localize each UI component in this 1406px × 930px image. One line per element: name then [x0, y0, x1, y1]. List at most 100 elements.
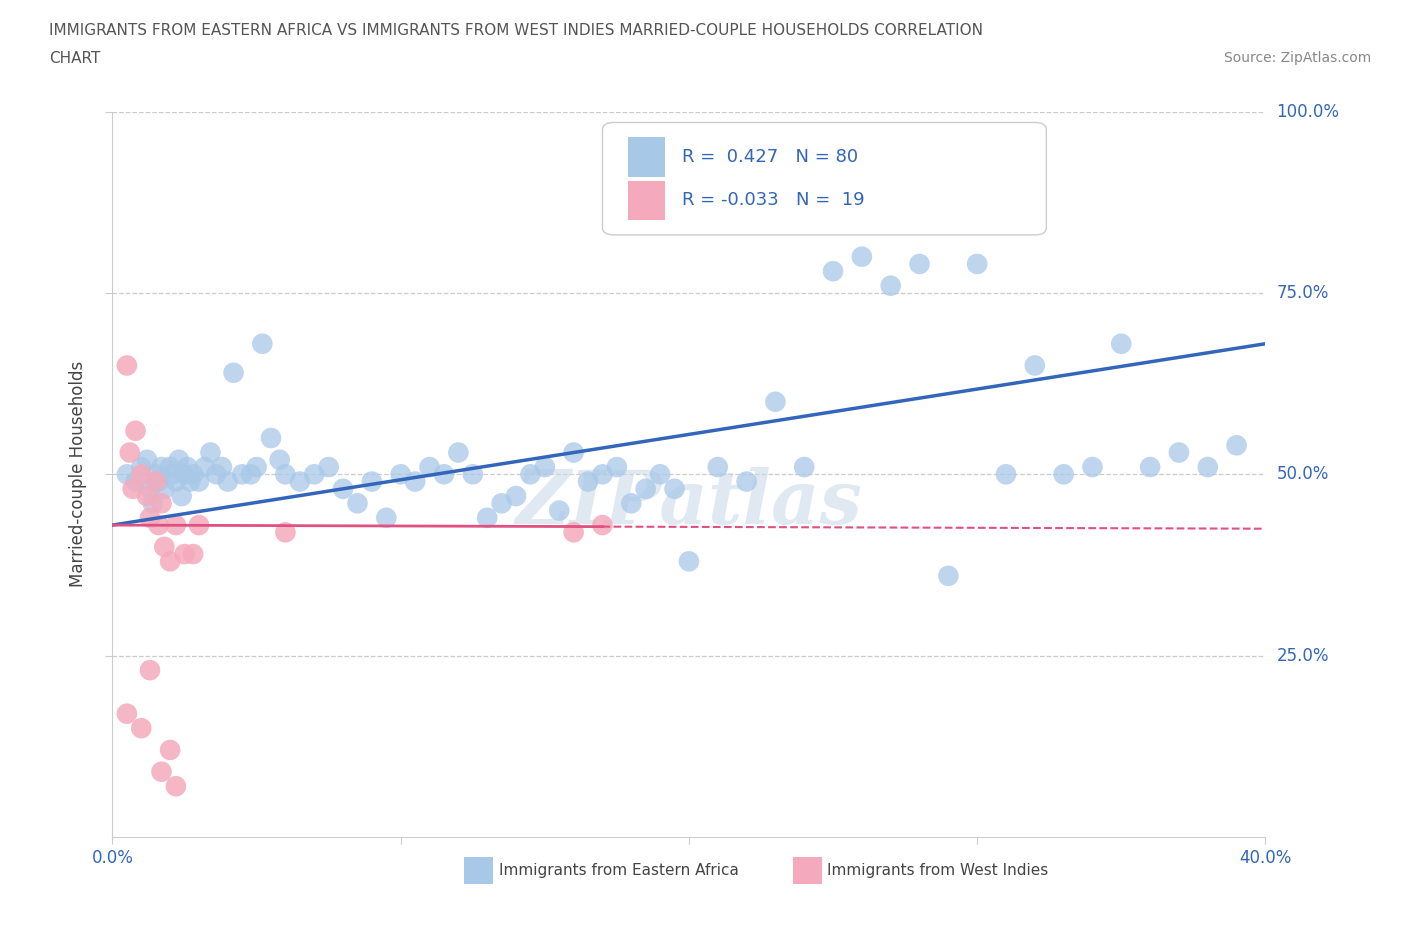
Point	[115, 358, 138, 373]
Point	[136, 452, 159, 467]
Point	[274, 467, 297, 482]
Text: ZIPatlas: ZIPatlas	[516, 467, 862, 539]
Point	[129, 467, 153, 482]
Point	[260, 431, 283, 445]
Point	[404, 474, 426, 489]
Point	[159, 554, 181, 569]
FancyBboxPatch shape	[464, 857, 494, 884]
Point	[159, 742, 181, 757]
Point	[592, 518, 614, 533]
Point	[153, 482, 176, 497]
Point	[200, 445, 222, 460]
Point	[173, 467, 195, 482]
Point	[707, 459, 730, 474]
Point	[181, 547, 204, 562]
Point	[188, 518, 211, 533]
Point	[124, 423, 146, 438]
Point	[165, 474, 187, 489]
Point	[966, 257, 988, 272]
Point	[1167, 445, 1189, 460]
Point	[634, 482, 657, 497]
Point	[620, 496, 643, 511]
Point	[269, 452, 291, 467]
Point	[176, 459, 198, 474]
Point	[188, 474, 211, 489]
Point	[222, 365, 245, 380]
Point	[389, 467, 412, 482]
Point	[115, 706, 138, 721]
Point	[664, 482, 686, 497]
FancyBboxPatch shape	[628, 180, 665, 220]
Point	[115, 467, 138, 482]
Point	[148, 518, 170, 533]
Point	[252, 337, 274, 352]
Point	[145, 474, 167, 489]
Text: IMMIGRANTS FROM EASTERN AFRICA VS IMMIGRANTS FROM WEST INDIES MARRIED-COUPLE HOU: IMMIGRANTS FROM EASTERN AFRICA VS IMMIGR…	[49, 23, 983, 38]
Text: 75.0%: 75.0%	[1277, 284, 1329, 302]
Point	[136, 488, 159, 503]
Point	[150, 459, 173, 474]
Point	[139, 482, 162, 497]
Text: Source: ZipAtlas.com: Source: ZipAtlas.com	[1223, 51, 1371, 65]
Point	[491, 496, 513, 511]
Point	[592, 467, 614, 482]
Point	[1111, 337, 1133, 352]
Point	[139, 663, 162, 678]
Point	[562, 445, 585, 460]
Point	[145, 467, 167, 482]
Point	[995, 467, 1018, 482]
Point	[332, 482, 354, 497]
Point	[735, 474, 758, 489]
Point	[150, 764, 173, 779]
Point	[678, 554, 700, 569]
Text: CHART: CHART	[49, 51, 101, 66]
Text: 25.0%: 25.0%	[1277, 646, 1329, 665]
FancyBboxPatch shape	[628, 137, 665, 177]
Point	[304, 467, 326, 482]
Point	[419, 459, 441, 474]
Point	[562, 525, 585, 539]
Point	[165, 778, 187, 793]
Point	[447, 445, 470, 460]
Text: 50.0%: 50.0%	[1277, 465, 1329, 484]
Point	[288, 474, 311, 489]
Point	[167, 452, 190, 467]
Point	[170, 488, 193, 503]
Point	[159, 459, 181, 474]
Point	[231, 467, 253, 482]
Point	[851, 249, 873, 264]
Point	[346, 496, 368, 511]
Point	[318, 459, 340, 474]
Point	[936, 568, 959, 583]
Point	[821, 264, 844, 279]
Point	[153, 539, 176, 554]
Point	[548, 503, 571, 518]
Point	[173, 547, 195, 562]
Point	[274, 525, 297, 539]
Point	[360, 474, 382, 489]
Point	[375, 511, 398, 525]
Point	[1024, 358, 1046, 373]
Point	[793, 459, 815, 474]
Text: Immigrants from Eastern Africa: Immigrants from Eastern Africa	[499, 863, 738, 878]
Point	[765, 394, 787, 409]
Point	[165, 518, 187, 533]
Point	[129, 721, 153, 736]
Point	[519, 467, 541, 482]
Text: R = -0.033   N =  19: R = -0.033 N = 19	[682, 191, 865, 209]
Point	[194, 459, 217, 474]
Point	[217, 474, 239, 489]
Point	[433, 467, 456, 482]
Point	[205, 467, 228, 482]
Point	[1081, 459, 1104, 474]
Point	[181, 467, 204, 482]
Point	[475, 511, 499, 525]
Point	[179, 474, 201, 489]
Point	[150, 496, 173, 511]
Point	[1197, 459, 1219, 474]
Point	[142, 496, 165, 511]
Point	[118, 445, 141, 460]
Text: R =  0.427   N = 80: R = 0.427 N = 80	[682, 148, 858, 166]
Point	[162, 467, 184, 482]
Point	[1053, 467, 1076, 482]
